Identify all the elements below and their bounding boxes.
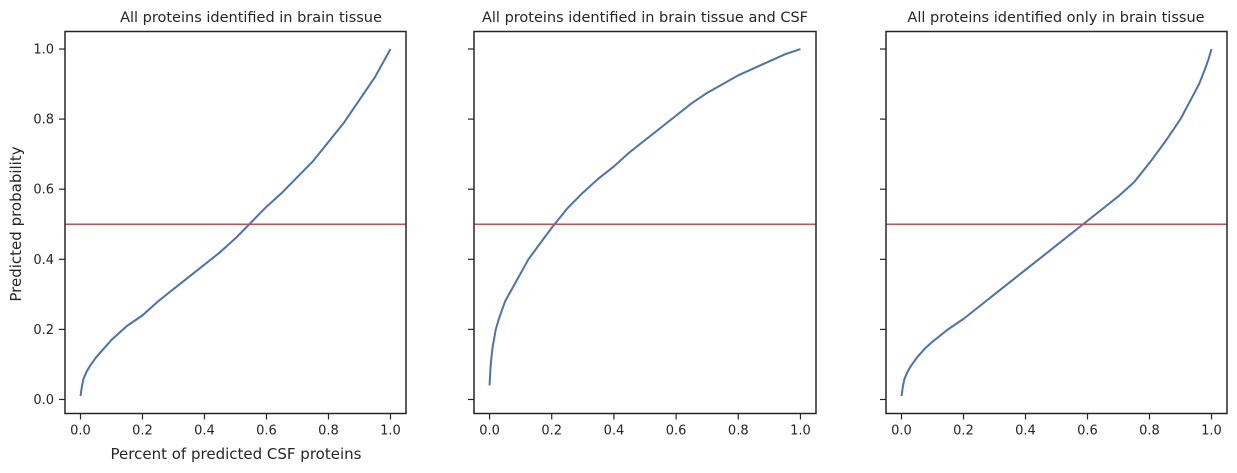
subplot-3-x-tick-label: 0.8 xyxy=(1139,424,1160,439)
subplot-3-ticks: 0.0 0.2 0.4 0.6 0.8 1.0 xyxy=(880,48,1222,439)
subplot-2-title: All proteins identified in brain tissue … xyxy=(482,10,808,26)
subplot-1-x-tick-label: 0.0 xyxy=(70,424,91,439)
subplot-3-frame xyxy=(885,30,1228,415)
subplot-1-y-tick-label: 0.4 xyxy=(33,253,54,268)
subplot-3-x-tick-label: 0.4 xyxy=(1015,424,1036,439)
subplot-3-x-tick-label: 0.6 xyxy=(1077,424,1098,439)
subplot-1-y-tick-label: 0.2 xyxy=(33,323,54,338)
subplot-2-x-tick-label: 1.0 xyxy=(790,424,811,439)
subplot-2-series-line xyxy=(488,48,801,386)
subplot-1: All proteins identified in brain tissue … xyxy=(7,10,407,463)
subplot-1-y-tick-label: 0.0 xyxy=(33,393,54,408)
y-axis-label: Predicted probability xyxy=(7,146,25,301)
subplot-2-x-tick-label: 0.2 xyxy=(541,424,562,439)
subplot-1-x-tick-label: 0.4 xyxy=(194,424,215,439)
subplot-3-series-line xyxy=(900,48,1213,397)
subplot-3-x-tick-label: 1.0 xyxy=(1201,424,1222,439)
subplot-2-x-tick-label: 0.8 xyxy=(728,424,749,439)
subplot-1-y-tick-label: 0.6 xyxy=(33,183,54,198)
subplot-1-ticks: 0.0 0.2 0.4 0.6 0.8 1.0 0.0 0.2 0.4 0.6 0.8 1.0 xyxy=(33,43,401,439)
subplot-1-x-tick-label: 0.6 xyxy=(256,424,277,439)
subplot-2-x-tick-label: 0.4 xyxy=(604,424,625,439)
subplot-3: All proteins identified only in brain ti… xyxy=(880,10,1228,439)
subplot-1-y-tick-label: 0.8 xyxy=(33,113,54,128)
subplot-2: All proteins identified in brain tissue … xyxy=(468,10,817,439)
subplot-1-y-tick-label: 1.0 xyxy=(33,43,54,58)
subplot-1-frame xyxy=(64,30,407,415)
subplot-1-x-tick-label: 0.2 xyxy=(132,424,153,439)
subplot-2-x-tick-label: 0.0 xyxy=(479,424,500,439)
subplot-3-x-tick-label: 0.0 xyxy=(891,424,912,439)
subplot-2-ticks: 0.0 0.2 0.4 0.6 0.8 1.0 xyxy=(468,48,811,439)
subplot-3-title: All proteins identified only in brain ti… xyxy=(907,10,1204,26)
x-axis-label: Percent of predicted CSF proteins xyxy=(111,445,362,463)
subplot-1-x-tick-label: 0.8 xyxy=(318,424,339,439)
subplot-1-series-line xyxy=(79,48,392,397)
subplot-1-title: All proteins identified in brain tissue xyxy=(120,10,382,26)
subplot-1-x-tick-label: 1.0 xyxy=(380,424,401,439)
subplot-3-x-tick-label: 0.2 xyxy=(953,424,974,439)
subplot-2-frame xyxy=(473,30,817,415)
subplot-2-x-tick-label: 0.6 xyxy=(666,424,687,439)
